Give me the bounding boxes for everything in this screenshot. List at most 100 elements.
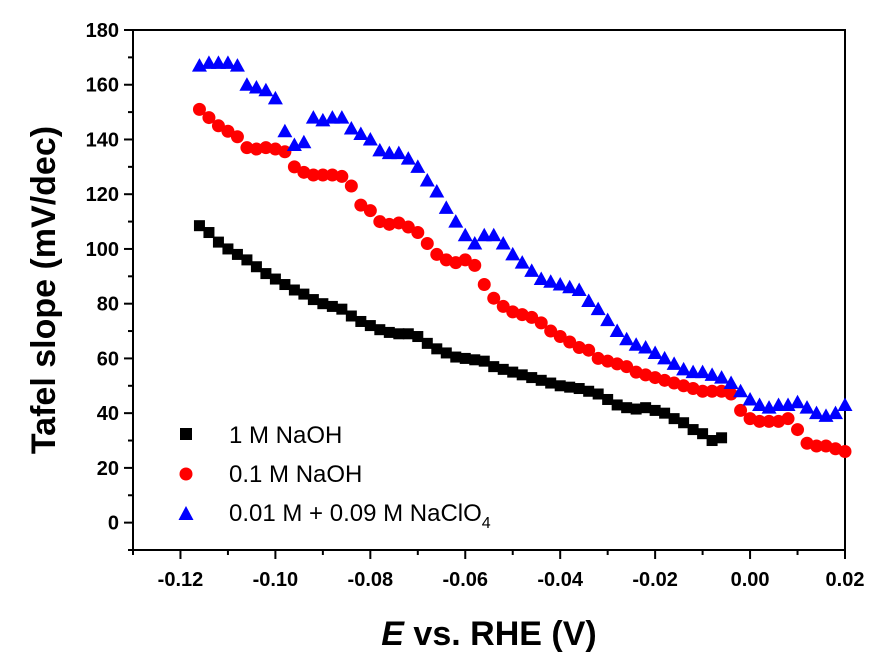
point-1m-naoh xyxy=(554,380,566,392)
point-naclo4 xyxy=(448,214,464,228)
point-naclo4 xyxy=(495,235,511,250)
point-0-1m-naoh xyxy=(411,226,425,240)
point-1m-naoh xyxy=(459,352,471,364)
point-naclo4 xyxy=(239,77,255,91)
x-tick-label: -0.12 xyxy=(158,569,204,591)
point-1m-naoh xyxy=(630,403,642,415)
point-1m-naoh xyxy=(412,331,424,343)
point-1m-naoh xyxy=(383,326,395,338)
point-0-1m-naoh xyxy=(335,169,349,183)
point-naclo4 xyxy=(799,400,815,414)
point-0-1m-naoh xyxy=(382,217,396,231)
point-1m-naoh xyxy=(260,268,272,280)
point-naclo4 xyxy=(429,183,445,198)
legend-label-naclo4-subscript: 4 xyxy=(482,515,491,532)
point-1m-naoh xyxy=(478,355,490,367)
point-naclo4 xyxy=(704,367,720,381)
y-tick-label: 60 xyxy=(97,348,119,370)
point-0-1m-naoh xyxy=(420,236,434,250)
point-0-1m-naoh xyxy=(278,145,292,159)
point-naclo4 xyxy=(229,58,245,72)
point-naclo4 xyxy=(353,126,369,140)
point-1m-naoh xyxy=(307,294,319,306)
legend: 1 M NaOH 0.1 M NaOH 0.01 M + 0.09 M NaCl… xyxy=(178,422,491,532)
point-1m-naoh xyxy=(564,381,576,393)
point-1m-naoh xyxy=(497,363,509,375)
point-naclo4 xyxy=(334,110,350,124)
point-0-1m-naoh xyxy=(430,247,444,261)
y-tick-label: 120 xyxy=(86,184,119,206)
point-1m-naoh xyxy=(469,354,481,366)
point-1m-naoh xyxy=(526,372,538,384)
point-naclo4 xyxy=(305,110,321,124)
point-naclo4 xyxy=(410,159,426,173)
point-0-1m-naoh xyxy=(781,412,795,426)
point-1m-naoh xyxy=(288,284,300,296)
point-naclo4 xyxy=(676,361,692,376)
point-0-1m-naoh xyxy=(734,403,748,417)
point-naclo4 xyxy=(600,312,616,327)
point-naclo4 xyxy=(552,277,568,291)
point-1m-naoh xyxy=(298,288,310,300)
point-naclo4 xyxy=(296,134,312,149)
point-naclo4 xyxy=(381,145,397,160)
point-1m-naoh xyxy=(516,369,528,381)
point-naclo4 xyxy=(210,55,226,69)
point-naclo4 xyxy=(723,375,739,390)
point-1m-naoh xyxy=(421,337,433,349)
y-tick-label: 140 xyxy=(86,129,119,151)
point-1m-naoh xyxy=(326,300,338,312)
point-0-1m-naoh xyxy=(211,119,225,133)
point-1m-naoh xyxy=(440,347,452,359)
point-1m-naoh xyxy=(374,324,386,336)
point-naclo4 xyxy=(258,82,274,97)
point-naclo4 xyxy=(505,246,521,261)
point-naclo4 xyxy=(267,90,283,105)
point-0-1m-naoh xyxy=(705,384,719,398)
point-naclo4 xyxy=(619,331,635,346)
point-0-1m-naoh xyxy=(762,414,776,428)
legend-label-naclo4-main: 0.01 M + 0.09 M NaClO xyxy=(229,500,482,527)
point-1m-naoh xyxy=(602,393,614,405)
point-1m-naoh xyxy=(193,220,205,232)
y-tick-label: 0 xyxy=(108,513,119,535)
point-naclo4 xyxy=(733,383,749,398)
point-0-1m-naoh xyxy=(525,310,539,324)
point-1m-naoh xyxy=(611,399,623,411)
point-0-1m-naoh xyxy=(354,198,368,212)
point-naclo4 xyxy=(590,301,606,316)
point-1m-naoh xyxy=(345,310,357,322)
point-naclo4 xyxy=(438,200,454,214)
point-naclo4 xyxy=(533,271,549,286)
point-1m-naoh xyxy=(573,383,585,395)
point-0-1m-naoh xyxy=(791,423,805,437)
data-points xyxy=(191,55,853,458)
point-naclo4 xyxy=(486,227,502,242)
x-tick-label: -0.06 xyxy=(442,569,488,591)
point-1m-naoh xyxy=(231,248,243,260)
legend-marker-circle xyxy=(179,467,193,481)
point-naclo4 xyxy=(609,323,625,338)
x-tick-label: -0.10 xyxy=(253,569,299,591)
point-1m-naoh xyxy=(212,236,224,248)
point-naclo4 xyxy=(742,391,758,406)
point-naclo4 xyxy=(362,131,378,146)
x-tick-label: 0.02 xyxy=(826,569,865,591)
point-naclo4 xyxy=(647,345,663,359)
point-0-1m-naoh xyxy=(202,111,216,125)
point-naclo4 xyxy=(457,227,473,242)
point-1m-naoh xyxy=(431,343,443,355)
point-1m-naoh xyxy=(317,298,329,310)
y-tick-label: 40 xyxy=(97,403,119,425)
point-naclo4 xyxy=(543,274,559,288)
point-1m-naoh xyxy=(364,320,376,332)
legend-label-0-1m-naoh: 0.1 M NaOH xyxy=(229,461,362,488)
point-naclo4 xyxy=(248,79,264,94)
point-0-1m-naoh xyxy=(563,335,577,349)
point-1m-naoh xyxy=(450,351,462,363)
point-naclo4 xyxy=(666,356,682,370)
y-tick-label: 20 xyxy=(97,458,119,480)
point-1m-naoh xyxy=(250,261,262,273)
y-tick-label: 160 xyxy=(86,75,119,97)
